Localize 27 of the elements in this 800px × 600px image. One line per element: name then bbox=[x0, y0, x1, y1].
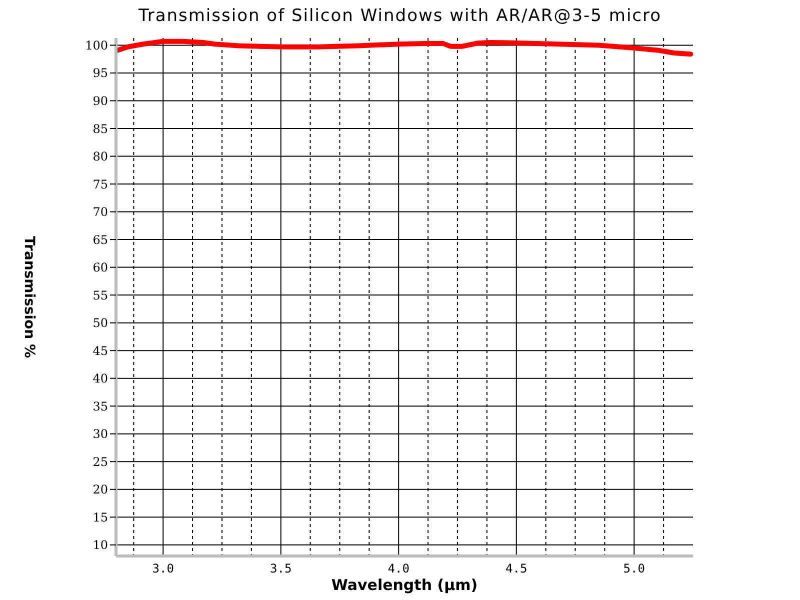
x-tick-label: 4.0 bbox=[388, 562, 410, 576]
x-tick-label: 5.0 bbox=[623, 562, 645, 576]
y-tick-label: 30 bbox=[92, 427, 108, 442]
y-tick-label: 50 bbox=[92, 316, 108, 330]
y-tick-label: 60 bbox=[92, 260, 108, 275]
y-tick-label: 10 bbox=[92, 538, 108, 552]
y-tick-label: 35 bbox=[92, 399, 108, 414]
chart-title: Transmission of Silicon Windows with AR/AR@3-5 micro bbox=[137, 6, 663, 26]
x-tick-label: 3.5 bbox=[270, 562, 292, 576]
y-tick-label: 95 bbox=[92, 66, 108, 80]
y-tick-label: 90 bbox=[92, 94, 108, 108]
x-tick-label: 3.0 bbox=[152, 562, 174, 576]
y-tick-label: 65 bbox=[92, 232, 108, 247]
y-tick-label: 15 bbox=[92, 510, 108, 524]
x-axis-title: Wavelength (μm) bbox=[331, 576, 478, 594]
y-tick-label: 55 bbox=[92, 288, 108, 302]
y-tick-label: 20 bbox=[92, 482, 108, 497]
y-tick-label: 70 bbox=[92, 205, 108, 220]
y-tick-label: 100 bbox=[85, 38, 108, 52]
y-tick-label: 80 bbox=[92, 150, 108, 164]
y-tick-label: 25 bbox=[92, 454, 108, 469]
y-tick-label: 85 bbox=[92, 122, 108, 136]
y-tick-label: 75 bbox=[92, 177, 108, 192]
y-tick-label: 40 bbox=[92, 372, 108, 386]
x-tick-label: 4.5 bbox=[506, 562, 528, 576]
y-axis-title: Transmission % bbox=[21, 236, 38, 358]
y-tick-label: 45 bbox=[92, 344, 108, 358]
